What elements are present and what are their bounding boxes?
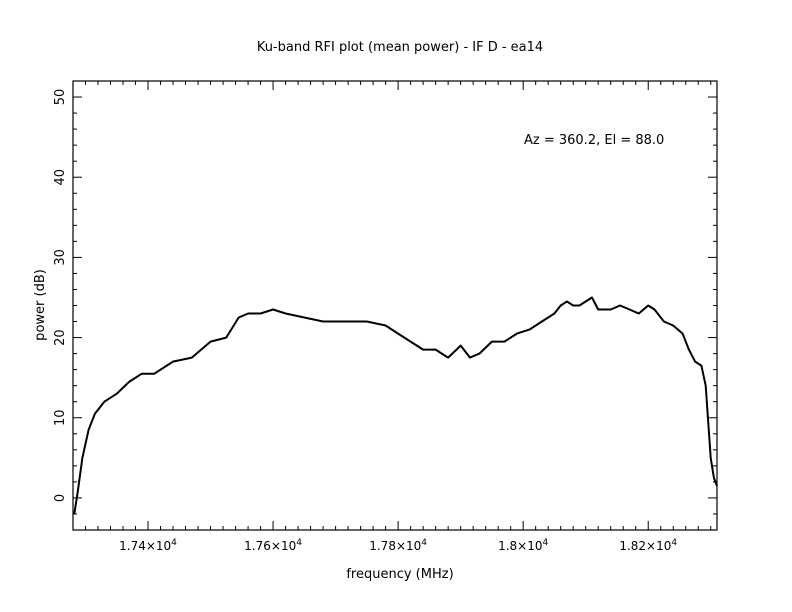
y-axis-label: power (dB) bbox=[33, 269, 48, 341]
x-tick-label: 1.76×104 bbox=[244, 538, 302, 553]
x-tick-label: 1.74×104 bbox=[119, 538, 177, 553]
y-tick-label: 10 bbox=[53, 409, 68, 426]
x-axis-label: frequency (MHz) bbox=[346, 567, 453, 582]
x-tick-label: 1.82×104 bbox=[619, 538, 677, 553]
y-tick-label: 20 bbox=[53, 329, 68, 346]
y-tick-label: 0 bbox=[53, 494, 68, 502]
series-group bbox=[73, 296, 718, 515]
x-tick-label: 1.8×104 bbox=[498, 538, 548, 553]
y-tick-label: 40 bbox=[53, 169, 68, 186]
y-tick-labels: 0 10 20 30 40 50 bbox=[53, 89, 68, 502]
y-tick-label: 30 bbox=[53, 249, 68, 266]
y-tick-label: 50 bbox=[53, 89, 68, 106]
power-series-line-0 bbox=[73, 296, 718, 515]
az-el-annotation: Az = 360.2, El = 88.0 bbox=[524, 133, 664, 148]
x-tick-label: 1.78×104 bbox=[369, 538, 427, 553]
axis-ticks bbox=[72, 80, 717, 531]
chart-title: Ku-band RFI plot (mean power) - IF D - e… bbox=[257, 40, 543, 55]
x-tick-labels: 1.74×104 1.76×104 1.78×104 1.8×104 1.82×104 bbox=[119, 538, 677, 553]
